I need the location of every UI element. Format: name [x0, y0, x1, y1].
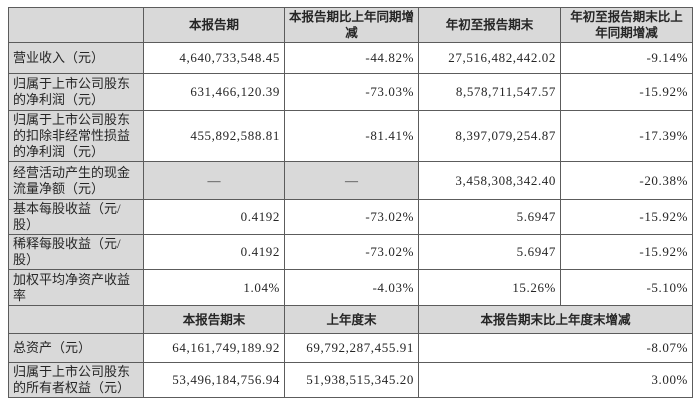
value-cell: 15.26% [418, 269, 561, 306]
value-cell: -15.92% [560, 73, 693, 111]
row-label: 总资产（元） [8, 333, 144, 363]
row-label: 营业收入（元） [8, 42, 144, 74]
value-cell: -81.41% [284, 110, 419, 162]
col-header-yoy-change: 本报告期比上年同期增减 [284, 7, 419, 43]
value-cell: 455,892,588.81 [143, 110, 285, 162]
value-cell: 0.4192 [143, 199, 285, 235]
table-row-basic-eps: 基本每股收益（元/股） 0.4192 -73.02% 5.6947 -15.92… [8, 199, 693, 235]
row-label: 归属于上市公司股东的扣除非经常性损益的净利润（元） [8, 110, 144, 162]
table-row-diluted-eps: 稀释每股收益（元/股） 0.4192 -73.02% 5.6947 -15.92… [8, 234, 693, 270]
row-label: 归属于上市公司股东的净利润（元） [8, 73, 144, 111]
value-cell: -73.02% [284, 234, 419, 270]
value-cell: 51,938,515,345.20 [284, 362, 419, 398]
value-cell: -15.92% [560, 234, 693, 270]
row-label: 基本每股收益（元/股） [8, 199, 144, 235]
value-cell: 8,397,079,254.87 [418, 110, 561, 162]
value-cell: 0.4192 [143, 234, 285, 270]
table-row-revenue: 营业收入（元） 4,640,733,548.45 -44.82% 27,516,… [8, 42, 693, 74]
value-cell: 8,578,711,547.57 [418, 73, 561, 111]
row-label: 稀释每股收益（元/股） [8, 234, 144, 270]
financial-summary-table: 本报告期 本报告期比上年同期增减 年初至报告期末 年初至报告期末比上年同期增减 … [8, 7, 693, 398]
col-header-ytd-yoy-change: 年初至报告期末比上年同期增减 [560, 7, 693, 43]
table-row-total-assets: 总资产（元） 64,161,749,189.92 69,792,287,455.… [8, 333, 693, 363]
table-row-net-profit: 归属于上市公司股东的净利润（元） 631,466,120.39 -73.03% … [8, 73, 693, 111]
col-header-ytd: 年初至报告期末 [418, 7, 561, 43]
table-row-weighted-avg-roe: 加权平均净资产收益率 1.04% -4.03% 15.26% -5.10% [8, 269, 693, 306]
value-cell: 631,466,120.39 [143, 73, 285, 111]
corner-cell [8, 7, 144, 43]
value-cell: 5.6947 [418, 234, 561, 270]
period-header-row: 本报告期 本报告期比上年同期增减 年初至报告期末 年初至报告期末比上年同期增减 [8, 7, 693, 43]
row-label: 归属于上市公司股东的所有者权益（元） [8, 362, 144, 398]
col-header-prior-year-end: 上年度末 [284, 305, 419, 334]
col-header-current-period: 本报告期 [143, 7, 285, 43]
table-row-owners-equity: 归属于上市公司股东的所有者权益（元） 53,496,184,756.94 51,… [8, 362, 693, 398]
value-cell: -73.03% [284, 73, 419, 111]
corner-cell [8, 305, 144, 334]
value-cell: 64,161,749,189.92 [143, 333, 285, 363]
value-cell: -20.38% [560, 161, 693, 200]
table-row-net-profit-excl-nonrecurring: 归属于上市公司股东的扣除非经常性损益的净利润（元） 455,892,588.81… [8, 110, 693, 162]
value-cell: -44.82% [284, 42, 419, 74]
value-cell: -9.14% [560, 42, 693, 74]
value-cell: -4.03% [284, 269, 419, 306]
value-cell: -15.92% [560, 199, 693, 235]
col-header-period-end: 本报告期末 [143, 305, 285, 334]
value-cell: 53,496,184,756.94 [143, 362, 285, 398]
value-cell: -8.07% [418, 333, 693, 363]
value-cell: -5.10% [560, 269, 693, 306]
empty-dash-cell: — [143, 161, 285, 200]
row-label: 经营活动产生的现金流量净额（元） [8, 161, 144, 200]
value-cell: 3,458,308,342.40 [418, 161, 561, 200]
value-cell: 27,516,482,442.02 [418, 42, 561, 74]
yearend-header-row: 本报告期末 上年度末 本报告期末比上年度末增减 [8, 305, 693, 334]
value-cell: 3.00% [418, 362, 693, 398]
table-row-operating-cash-flow: 经营活动产生的现金流量净额（元） — — 3,458,308,342.40 -2… [8, 161, 693, 200]
col-header-change-vs-prior-year-end: 本报告期末比上年度末增减 [418, 305, 693, 334]
row-label: 加权平均净资产收益率 [8, 269, 144, 306]
value-cell: -17.39% [560, 110, 693, 162]
empty-dash-cell: — [284, 161, 419, 200]
value-cell: 4,640,733,548.45 [143, 42, 285, 74]
value-cell: 5.6947 [418, 199, 561, 235]
value-cell: -73.02% [284, 199, 419, 235]
value-cell: 1.04% [143, 269, 285, 306]
value-cell: 69,792,287,455.91 [284, 333, 419, 363]
